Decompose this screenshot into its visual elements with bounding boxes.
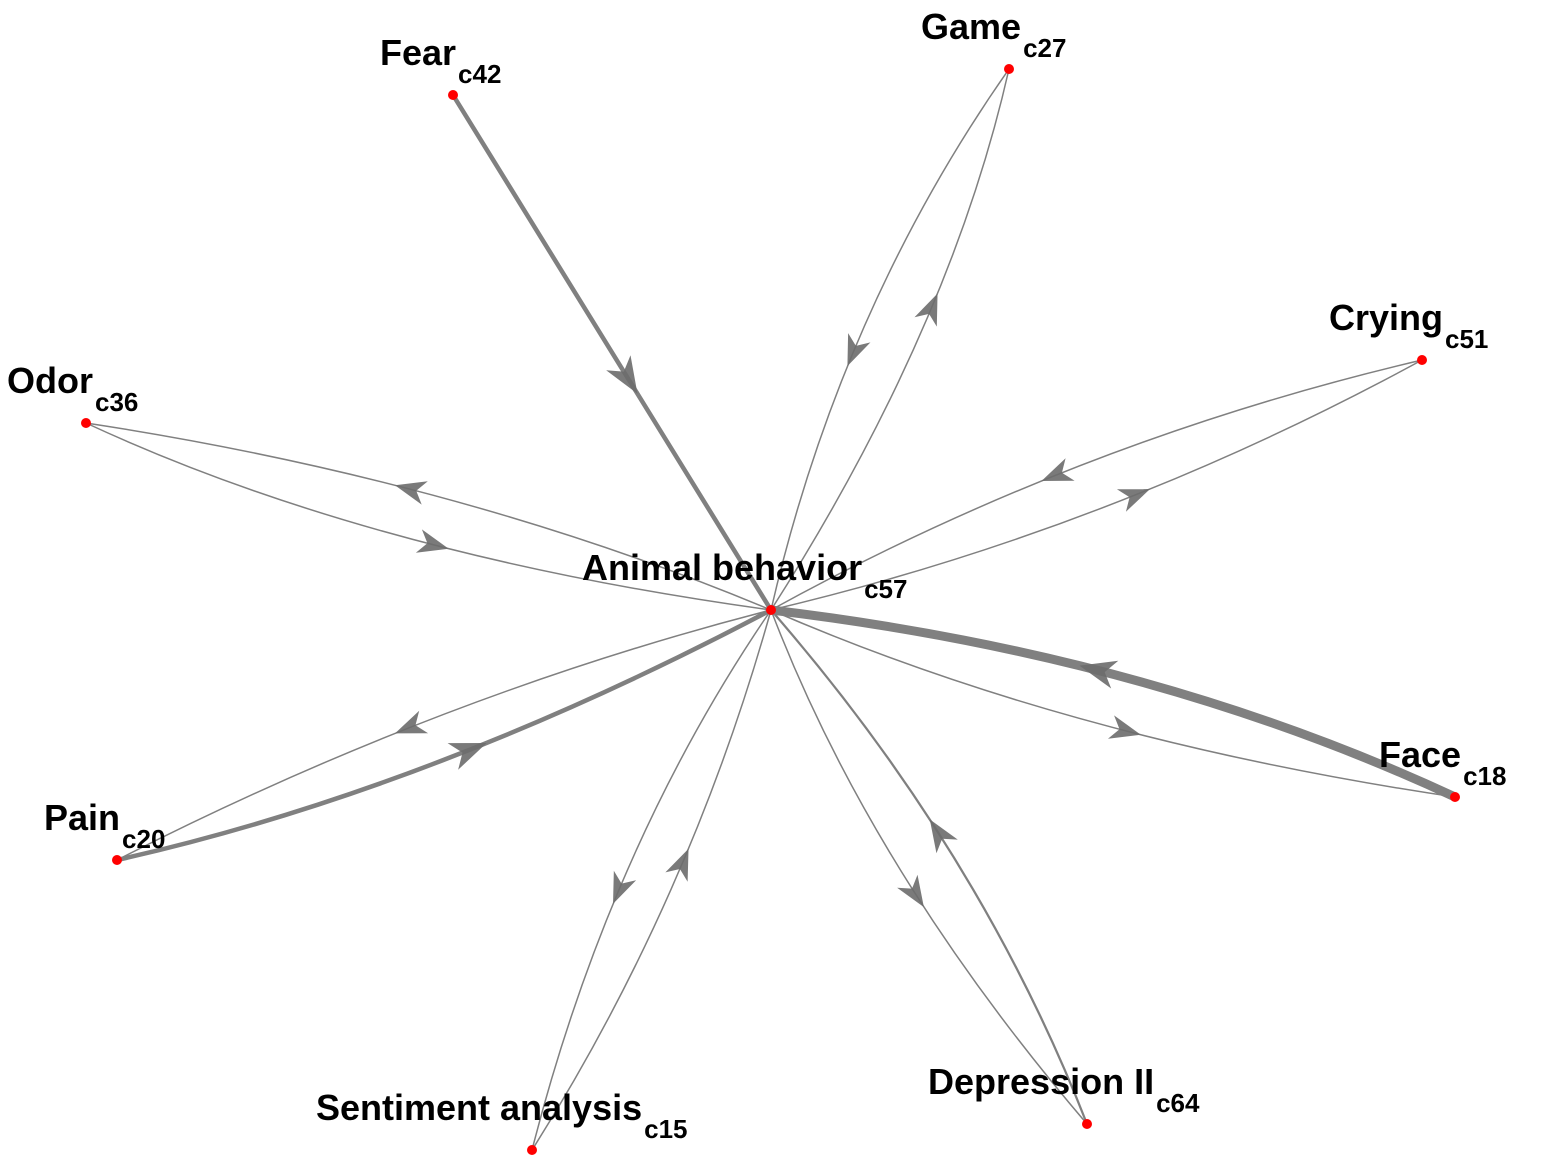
arrow-c36-to-c57 [415,529,449,553]
node-c18 [1450,792,1460,802]
arrow-c57-to-c51 [1116,489,1151,512]
edge-c42-to-c57 [450,92,774,613]
arrow-c42-to-c57 [606,355,638,394]
node-label-c42: Fearc42 [380,32,501,89]
arrow-c27-to-c57 [847,333,871,367]
node-c42 [448,90,458,100]
edge-c57-to-c15 [531,609,772,1151]
node-code-c27: c27 [1023,33,1066,63]
node-code-c64: c64 [1156,1088,1200,1118]
node-code-c20: c20 [122,824,165,854]
arrow-c57-to-c20 [394,710,429,734]
edge-c57-to-c64 [770,609,1088,1125]
edge-c57-to-c36 [85,422,772,611]
node-label-c20: Painc20 [44,797,165,854]
node-code-c36: c36 [95,387,138,417]
node-name-c51: Crying [1329,297,1443,338]
node-name-c42: Fear [380,32,456,73]
node-name-c64: Depression II [928,1061,1154,1102]
node-code-c51: c51 [1445,324,1488,354]
node-c64 [1082,1119,1092,1129]
arrow-c51-to-c57 [1041,458,1075,481]
edge-c18-to-c57 [766,605,1460,802]
arrow-c57-to-c36 [394,481,428,505]
arrow-c57-to-c15 [613,870,637,904]
node-code-c57: c57 [864,574,907,604]
node-name-c36: Odor [7,360,93,401]
node-c57 [766,605,776,615]
edge-c20-to-c57 [114,607,774,863]
node-name-c27: Game [921,6,1021,47]
node-label-c57: Animal behaviorc57 [582,547,907,604]
edge-c51-to-c57 [770,359,1423,611]
edge-c64-to-c57 [769,608,1089,1126]
node-c15 [527,1145,537,1155]
node-name-c57: Animal behavior [582,547,862,588]
node-code-c42: c42 [458,59,501,89]
node-name-c18: Face [1379,734,1461,775]
arrow-c57-to-c18 [1107,715,1141,739]
node-code-c18: c18 [1463,761,1506,791]
arrows-layer [394,293,1151,908]
node-label-c36: Odorc36 [7,360,138,417]
edge-c15-to-c57 [531,609,772,1151]
node-name-c20: Pain [44,797,120,838]
edges-layer [85,68,1460,1151]
arrow-c57-to-c64 [897,874,924,908]
node-code-c15: c15 [644,1114,687,1144]
node-label-c15: Sentiment analysisc15 [316,1087,688,1144]
node-name-c15: Sentiment analysis [316,1087,642,1128]
node-c20 [112,855,122,865]
arrow-c15-to-c57 [665,848,689,882]
arrow-c20-to-c57 [447,743,487,770]
labels-layer: Animal behaviorc57Fearc42Gamec27Cryingc5… [7,6,1506,1144]
edge-c27-to-c57 [770,68,1010,611]
node-label-c64: Depression IIc64 [928,1061,1200,1118]
arrow-c64-to-c57 [929,819,958,854]
arrow-c18-to-c57 [1079,660,1119,689]
node-c27 [1004,64,1014,74]
node-label-c51: Cryingc51 [1329,297,1488,354]
edge-c57-to-c18 [770,609,1456,798]
node-label-c27: Gamec27 [921,6,1066,63]
edge-c57-to-c20 [116,609,772,861]
node-label-c18: Facec18 [1379,734,1506,791]
arrow-c57-to-c27 [914,293,938,327]
edge-c36-to-c57 [85,422,772,611]
nodes-layer [81,64,1460,1155]
node-c51 [1417,355,1427,365]
edge-c57-to-c27 [770,68,1010,611]
node-c36 [81,418,91,428]
edge-c57-to-c51 [770,359,1423,611]
